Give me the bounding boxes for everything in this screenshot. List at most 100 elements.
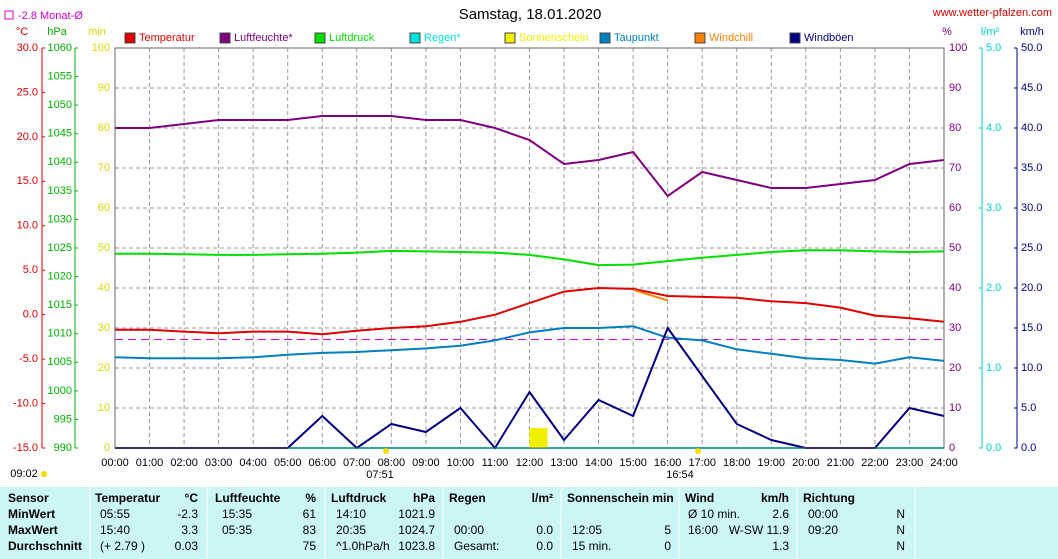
y-tick-label: -5.0	[19, 353, 38, 365]
x-tick-label: 20:00	[792, 457, 820, 469]
x-tick-label: 03:00	[205, 457, 233, 469]
table-cell: 05:55	[100, 507, 130, 521]
annotation: 16:54	[666, 469, 694, 481]
y-tick-label: 0.0	[23, 309, 38, 321]
y-tick-label: 0.0	[1021, 442, 1036, 454]
y-tick-label: 1060	[48, 42, 72, 54]
table-cell: 05:35	[222, 523, 252, 537]
y-tick-label: 1050	[48, 99, 72, 111]
chart-title: Samstag, 18.01.2020	[459, 6, 602, 23]
y-tick-label: 1055	[48, 70, 72, 82]
y-tick-label: 40	[98, 282, 110, 294]
y-tick-label: 1015	[48, 299, 72, 311]
y-tick-label: 2.0	[986, 282, 1001, 294]
x-tick-label: 13:00	[550, 457, 578, 469]
axis-unit: l/m²	[981, 26, 1000, 38]
x-tick-label: 11:00	[482, 457, 509, 469]
sunset-icon	[695, 448, 701, 454]
x-tick-label: 04:00	[239, 457, 267, 469]
y-tick-label: 4.0	[986, 122, 1001, 134]
annotation: 07:51	[366, 469, 394, 481]
row-label: MinWert	[8, 507, 55, 521]
y-tick-label: 45.0	[1021, 82, 1042, 94]
x-tick-label: 10:00	[447, 457, 475, 469]
y-tick-label: 90	[949, 82, 961, 94]
x-tick-label: 06:00	[308, 457, 336, 469]
y-tick-label: 10.0	[17, 220, 38, 232]
table-header: l/m²	[532, 491, 553, 505]
y-tick-label: 1020	[48, 270, 72, 282]
table-header: km/h	[761, 491, 789, 505]
x-tick-label: 08:00	[378, 457, 406, 469]
table-cell: N	[896, 523, 905, 537]
table-cell: 0	[664, 539, 671, 553]
y-tick-label: 990	[54, 442, 72, 454]
x-tick-label: 02:00	[170, 457, 198, 469]
y-tick-label: 1040	[48, 156, 72, 168]
y-tick-label: 70	[949, 162, 961, 174]
table-header: Regen	[449, 491, 486, 505]
sunrise-icon	[383, 448, 389, 454]
y-tick-label: 0	[949, 442, 955, 454]
y-tick-label: 100	[949, 42, 967, 54]
table-cell: 83	[303, 523, 317, 537]
legend-label: Sonnenschein	[519, 32, 589, 44]
x-tick-label: 22:00	[861, 457, 889, 469]
table-cell: N	[896, 539, 905, 553]
table-cell: 5	[664, 523, 671, 537]
legend-swatch	[504, 32, 516, 44]
summary-table: Sensor Temperatur °C Luftfeuchte% Luftdruck h…	[0, 487, 1058, 559]
table-header: Sonnenschein min	[567, 491, 674, 505]
table-header: Luftdruck	[331, 491, 387, 505]
table-cell: N	[896, 507, 905, 521]
y-tick-label: 40	[949, 282, 961, 294]
legend-swatch	[314, 32, 326, 44]
table-cell: 1023.8	[398, 539, 435, 553]
table-cell: 0.0	[536, 539, 553, 553]
y-tick-label: 50	[98, 242, 110, 254]
axis-unit: °C	[16, 26, 28, 38]
axis-unit: hPa	[47, 26, 67, 38]
y-tick-label: 3.0	[986, 202, 1001, 214]
y-tick-label: 25.0	[17, 86, 38, 98]
y-tick-label: 1030	[48, 213, 72, 225]
x-tick-label: 16:00	[654, 457, 682, 469]
y-tick-label: 1010	[48, 328, 72, 340]
y-tick-label: 20.0	[1021, 282, 1042, 294]
table-cell: 12:05	[572, 523, 602, 537]
table-cell: 16:00	[688, 523, 718, 537]
y-tick-label: 30	[949, 322, 961, 334]
x-tick-label: 23:00	[896, 457, 924, 469]
plot-border	[114, 47, 945, 449]
y-tick-label: 5.0	[986, 42, 1001, 54]
table-header: Richtung	[803, 491, 855, 505]
avg-legend-box	[4, 10, 14, 20]
legend-label: Windchill	[709, 32, 753, 44]
table-cell: (+ 2.79 )	[100, 539, 145, 553]
table-header: Wind	[685, 491, 714, 505]
legend-swatch	[694, 32, 706, 44]
y-tick-label: -10.0	[13, 397, 38, 409]
y-tick-label: 15.0	[1021, 322, 1042, 334]
table-cell: 3.3	[181, 523, 198, 537]
x-tick-label: 18:00	[723, 457, 751, 469]
y-tick-label: 25.0	[1021, 242, 1042, 254]
y-tick-label: 60	[949, 202, 961, 214]
y-tick-label: 10.0	[1021, 362, 1042, 374]
legend-swatch	[409, 32, 421, 44]
table-cell: 0.0	[536, 523, 553, 537]
x-tick-label: 15:00	[619, 457, 647, 469]
table-cell: 00:00	[808, 507, 838, 521]
table-header: Luftfeuchte	[215, 491, 281, 505]
table-cell: 1024.7	[398, 523, 435, 537]
table-cell: 1.3	[772, 539, 789, 553]
y-tick-label: 1005	[48, 356, 72, 368]
legend-label: Regen*	[424, 32, 461, 44]
table-cell: 09:20	[808, 523, 838, 537]
x-tick-label: 24:00	[930, 457, 958, 469]
y-tick-label: 0.0	[986, 442, 1001, 454]
y-tick-label: 5.0	[1021, 402, 1036, 414]
y-tick-label: 80	[949, 122, 961, 134]
table-cell: 15:40	[100, 523, 130, 537]
